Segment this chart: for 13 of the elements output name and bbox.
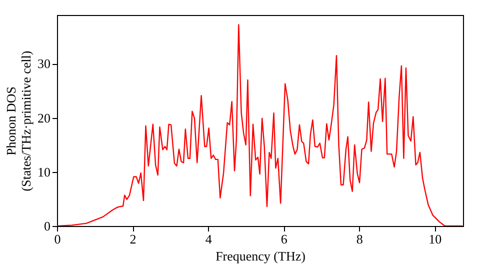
x-tick-label: 0 xyxy=(54,232,61,246)
x-tick-label: 8 xyxy=(356,232,363,246)
x-tick-label: 2 xyxy=(130,232,136,246)
x-axis-title: Frequency (THz) xyxy=(216,248,306,264)
line-series xyxy=(57,24,463,226)
x-tick-label: 6 xyxy=(280,232,288,246)
y-tick-label: 20 xyxy=(38,110,50,126)
y-axis-title: Phonon DOS (States/THz·primitive cell) xyxy=(4,50,34,192)
y-tick-label: 30 xyxy=(38,56,50,72)
x-tick-label: 10 xyxy=(428,232,442,246)
x-tick-label: 4 xyxy=(205,232,212,246)
y-tick-label: 0 xyxy=(44,218,50,234)
y-tick-label: 10 xyxy=(38,164,50,180)
